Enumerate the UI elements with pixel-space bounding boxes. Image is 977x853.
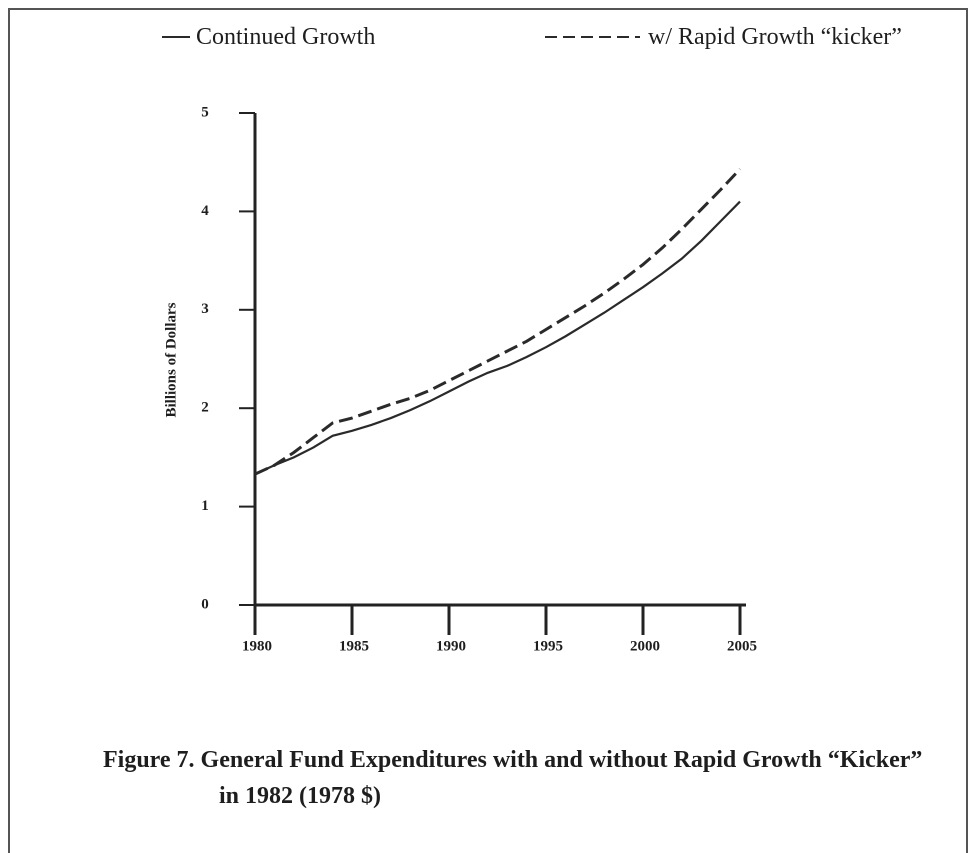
y-tick-label: 2 [201, 400, 209, 416]
y-tick-label: 3 [201, 301, 209, 317]
page-frame [8, 8, 968, 853]
x-tick-label: 1990 [436, 638, 466, 654]
y-tick-label: 1 [201, 498, 209, 514]
y-tick-label: 5 [201, 104, 209, 120]
x-tick-label: 2000 [630, 638, 660, 654]
x-tick-label: 1980 [242, 638, 272, 654]
x-tick-label: 1985 [339, 638, 369, 654]
y-tick-label: 4 [201, 203, 209, 219]
y-axis-label: Billions of Dollars [163, 302, 179, 417]
series-line [254, 168, 742, 476]
y-tick-label: 0 [201, 596, 209, 612]
series-line [254, 200, 741, 476]
x-tick-label: 2005 [727, 638, 757, 654]
legend-label: w/ Rapid Growth “kicker” [648, 24, 902, 50]
legend-label: Continued Growth [196, 24, 376, 50]
figure-caption: Figure 7. General Fund Expenditures with… [103, 747, 923, 809]
x-tick-label: 1995 [533, 638, 563, 654]
